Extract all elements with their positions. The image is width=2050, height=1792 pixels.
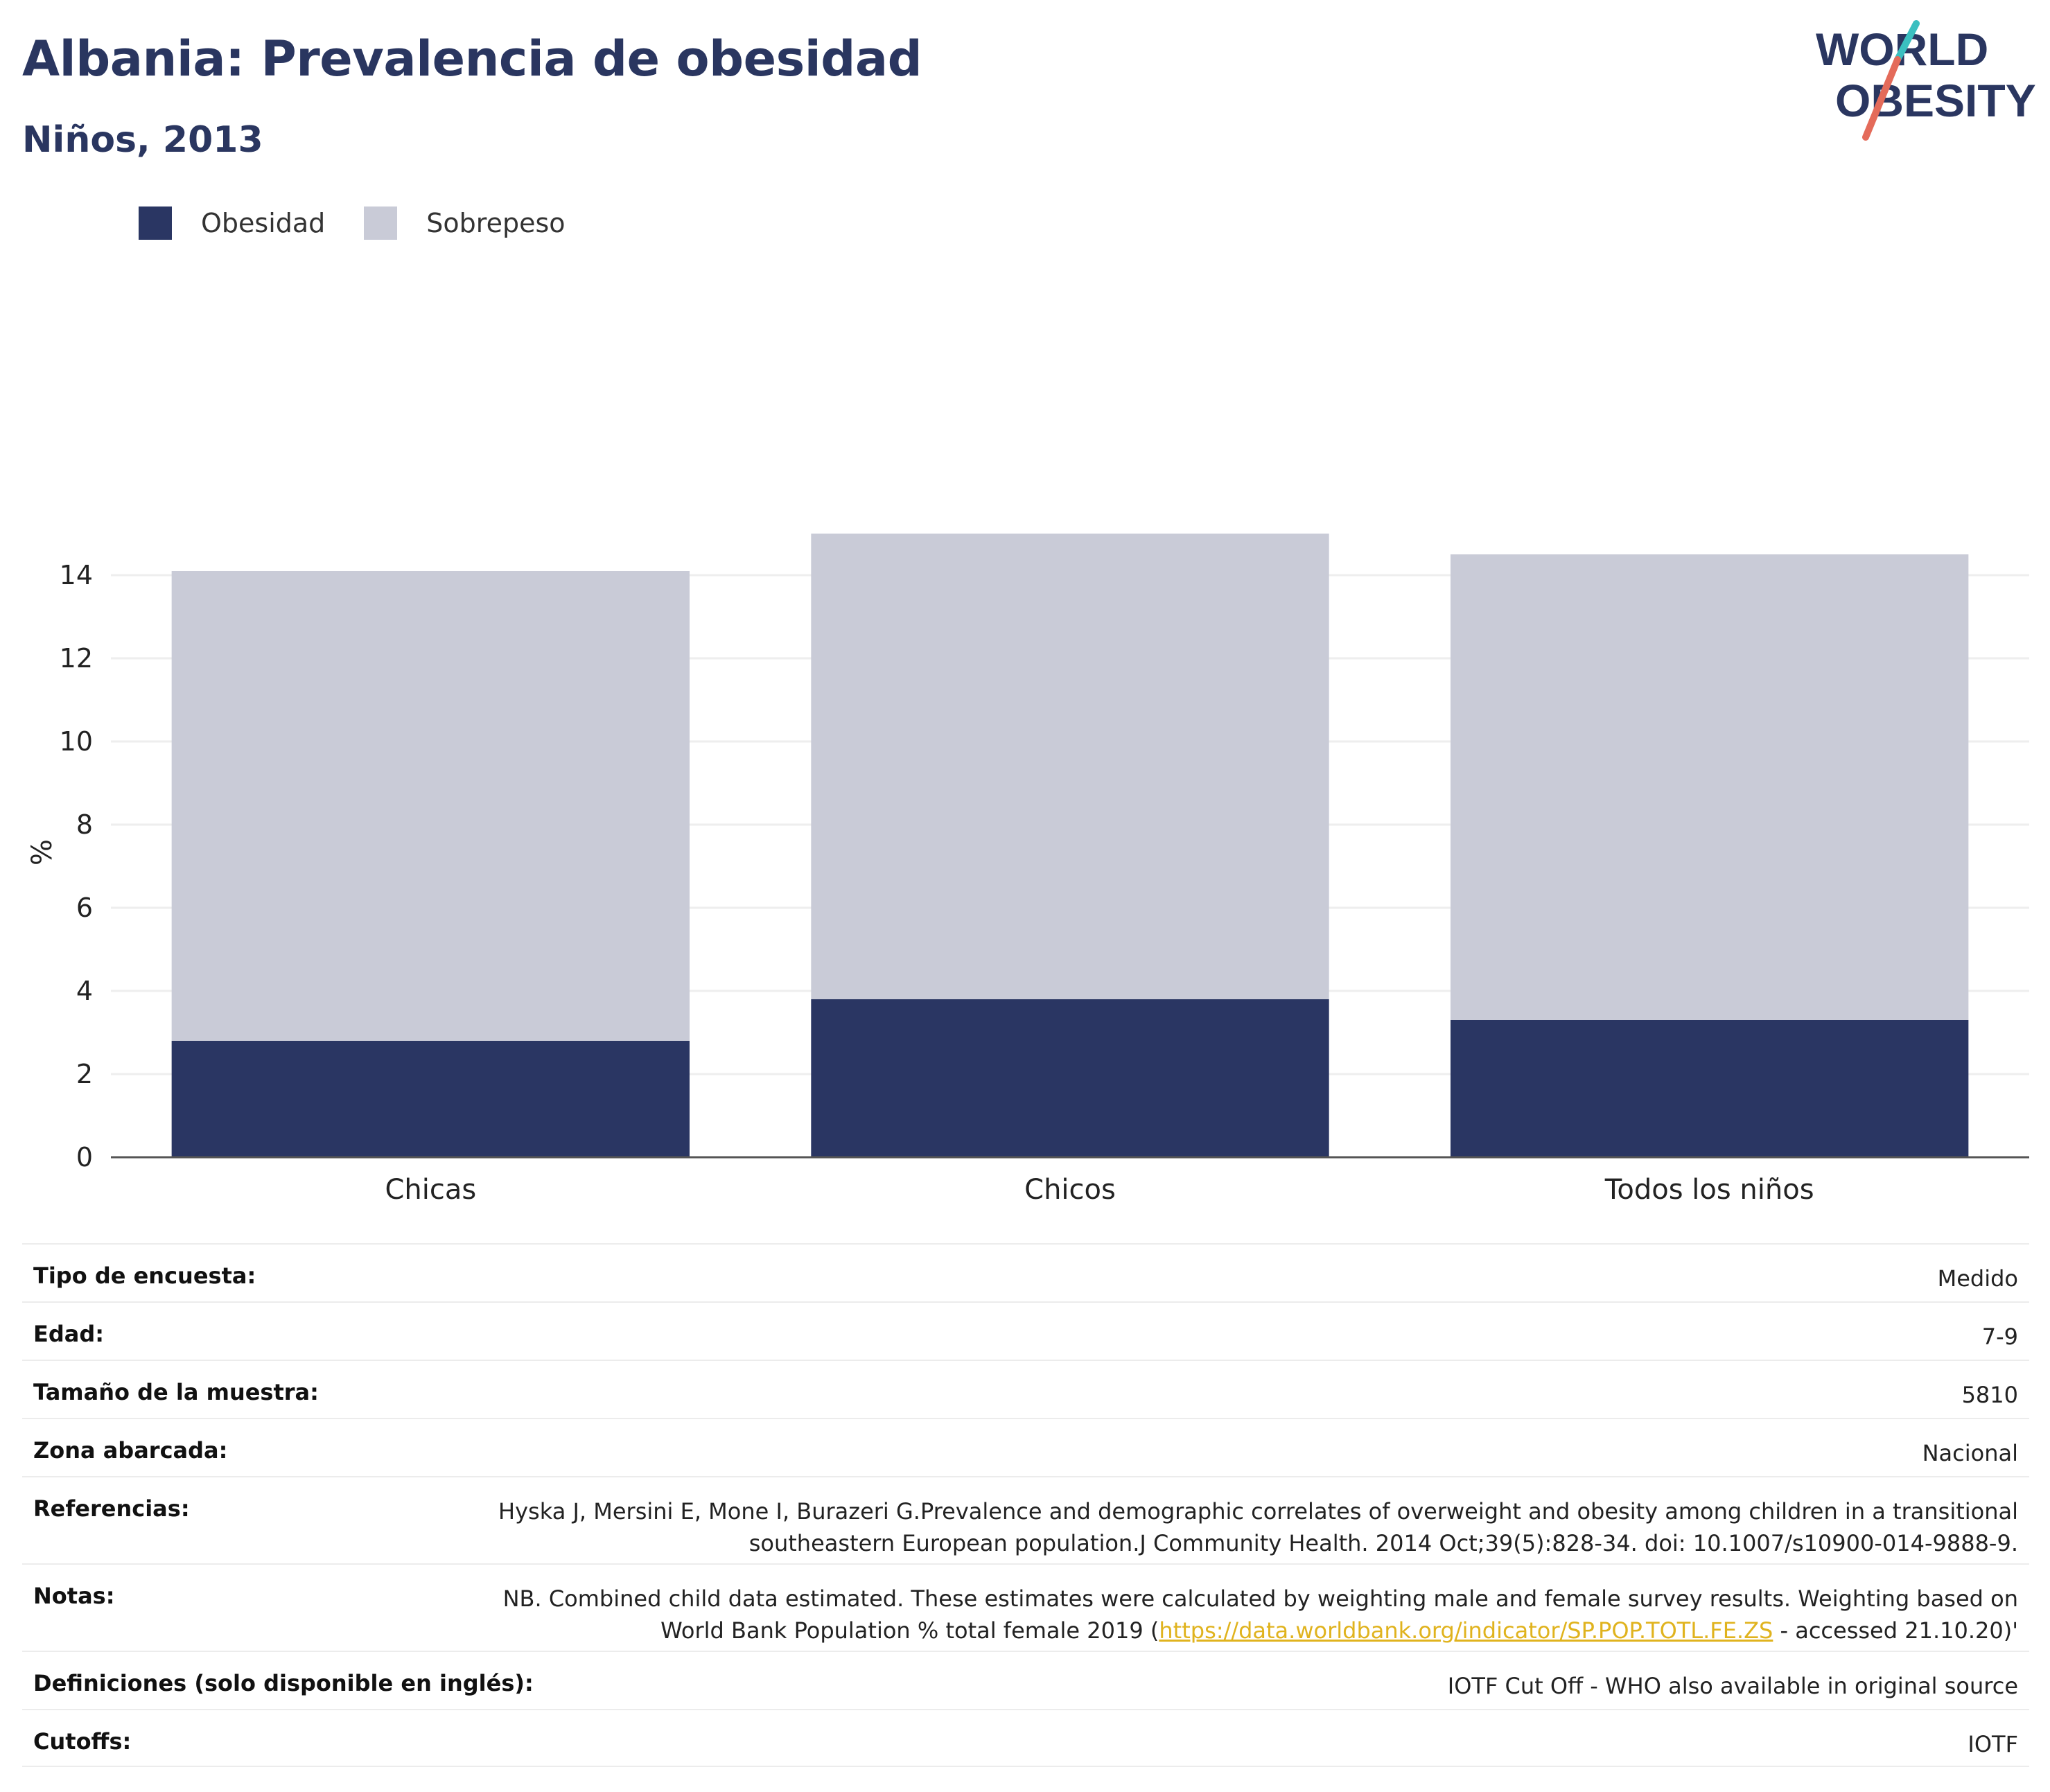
info-value: Hyska J, Mersini E, Mone I, Burazeri G.P… — [498, 1498, 2018, 1556]
legend-swatch-obesity — [139, 207, 172, 240]
logo-slash-bottom — [1862, 56, 1901, 141]
info-key: Edad: — [33, 1321, 105, 1347]
info-row-age: Edad: 7-9 — [22, 1301, 2029, 1360]
survey-info-table: Tipo de encuesta: Medido Edad: 7-9 Tamañ… — [22, 1243, 2029, 1767]
y-tick-label: 10 — [60, 726, 93, 757]
legend-label-obesity: Obesidad — [201, 208, 326, 238]
info-key: Definiciones (solo disponible en inglés)… — [33, 1670, 534, 1696]
legend-swatch-overweight — [364, 207, 398, 240]
bar-obesity — [1450, 1020, 1969, 1157]
y-tick-label: 4 — [76, 976, 93, 1006]
bar-overweight — [811, 534, 1329, 999]
info-row-area: Zona abarcada: Nacional — [22, 1418, 2029, 1476]
info-key: Zona abarcada: — [33, 1437, 228, 1464]
y-tick-label: 12 — [60, 643, 93, 674]
x-tick-label: Chicos — [1024, 1174, 1116, 1206]
info-row-sample-size: Tamaño de la muestra: 5810 — [22, 1360, 2029, 1418]
info-key: Cutoffs: — [33, 1728, 132, 1755]
info-row-definitions: Definiciones (solo disponible en inglés)… — [22, 1651, 2029, 1709]
info-key: Tipo de encuesta: — [33, 1263, 256, 1289]
y-axis-label: % — [26, 839, 58, 866]
y-tick-label: 0 — [76, 1142, 93, 1172]
bar-overweight — [171, 571, 690, 1041]
info-value: Medido — [1937, 1265, 2018, 1292]
page-subtitle: Niños, 2013 — [22, 119, 263, 161]
info-key: Referencias: — [33, 1495, 190, 1522]
bar-obesity — [811, 999, 1329, 1157]
y-tick-label: 6 — [76, 893, 93, 923]
info-row-cutoffs: Cutoffs: IOTF — [22, 1709, 2029, 1767]
bar-obesity — [171, 1041, 690, 1157]
x-tick-label: Todos los niños — [1604, 1174, 1814, 1206]
page-title: Albania: Prevalencia de obesidad — [22, 30, 922, 87]
info-value: IOTF — [1968, 1731, 2018, 1757]
info-value: IOTF Cut Off - WHO also available in ori… — [1447, 1673, 2018, 1699]
y-tick-label: 14 — [60, 560, 93, 590]
info-value: 5810 — [1961, 1382, 2018, 1408]
chart-legend: Obesidad Sobrepeso — [139, 207, 604, 240]
bar-chart: 0 2 4 6 8 10 12 14% Chicas Chicos Todos los niños — [26, 534, 2029, 1206]
legend-item-overweight[interactable]: Sobrepeso — [364, 207, 566, 240]
logo-slash-top — [1894, 20, 1920, 63]
bar-overweight — [1450, 554, 1969, 1020]
info-row-notes: Notas: NB. Combined child data estimated… — [22, 1563, 2029, 1651]
info-value: 7-9 — [1981, 1324, 2018, 1350]
worldbank-link[interactable]: https://data.worldbank.org/indicator/SP.… — [1159, 1617, 1773, 1644]
info-value: Nacional — [1922, 1440, 2018, 1466]
world-obesity-logo: WORLD OBESITY — [1816, 20, 2036, 141]
notes-text-after: - accessed 21.10.20)' — [1773, 1617, 2019, 1644]
info-row-survey-type: Tipo de encuesta: Medido — [22, 1243, 2029, 1301]
y-tick-label: 2 — [76, 1059, 93, 1089]
notes-text-before: NB. Combined child data estimated. These… — [502, 1585, 2018, 1644]
legend-label-overweight: Sobrepeso — [426, 208, 566, 238]
info-key: Notas: — [33, 1583, 115, 1609]
info-value: NB. Combined child data estimated. These… — [493, 1583, 2018, 1646]
logo-text-obesity: OBESITY — [1835, 75, 2036, 126]
x-tick-label: Chicas — [385, 1174, 476, 1206]
info-row-references: Referencias: Hyska J, Mersini E, Mone I,… — [22, 1476, 2029, 1563]
y-tick-label: 8 — [76, 809, 93, 840]
legend-item-obesity[interactable]: Obesidad — [139, 207, 325, 240]
info-key: Tamaño de la muestra: — [33, 1379, 319, 1405]
